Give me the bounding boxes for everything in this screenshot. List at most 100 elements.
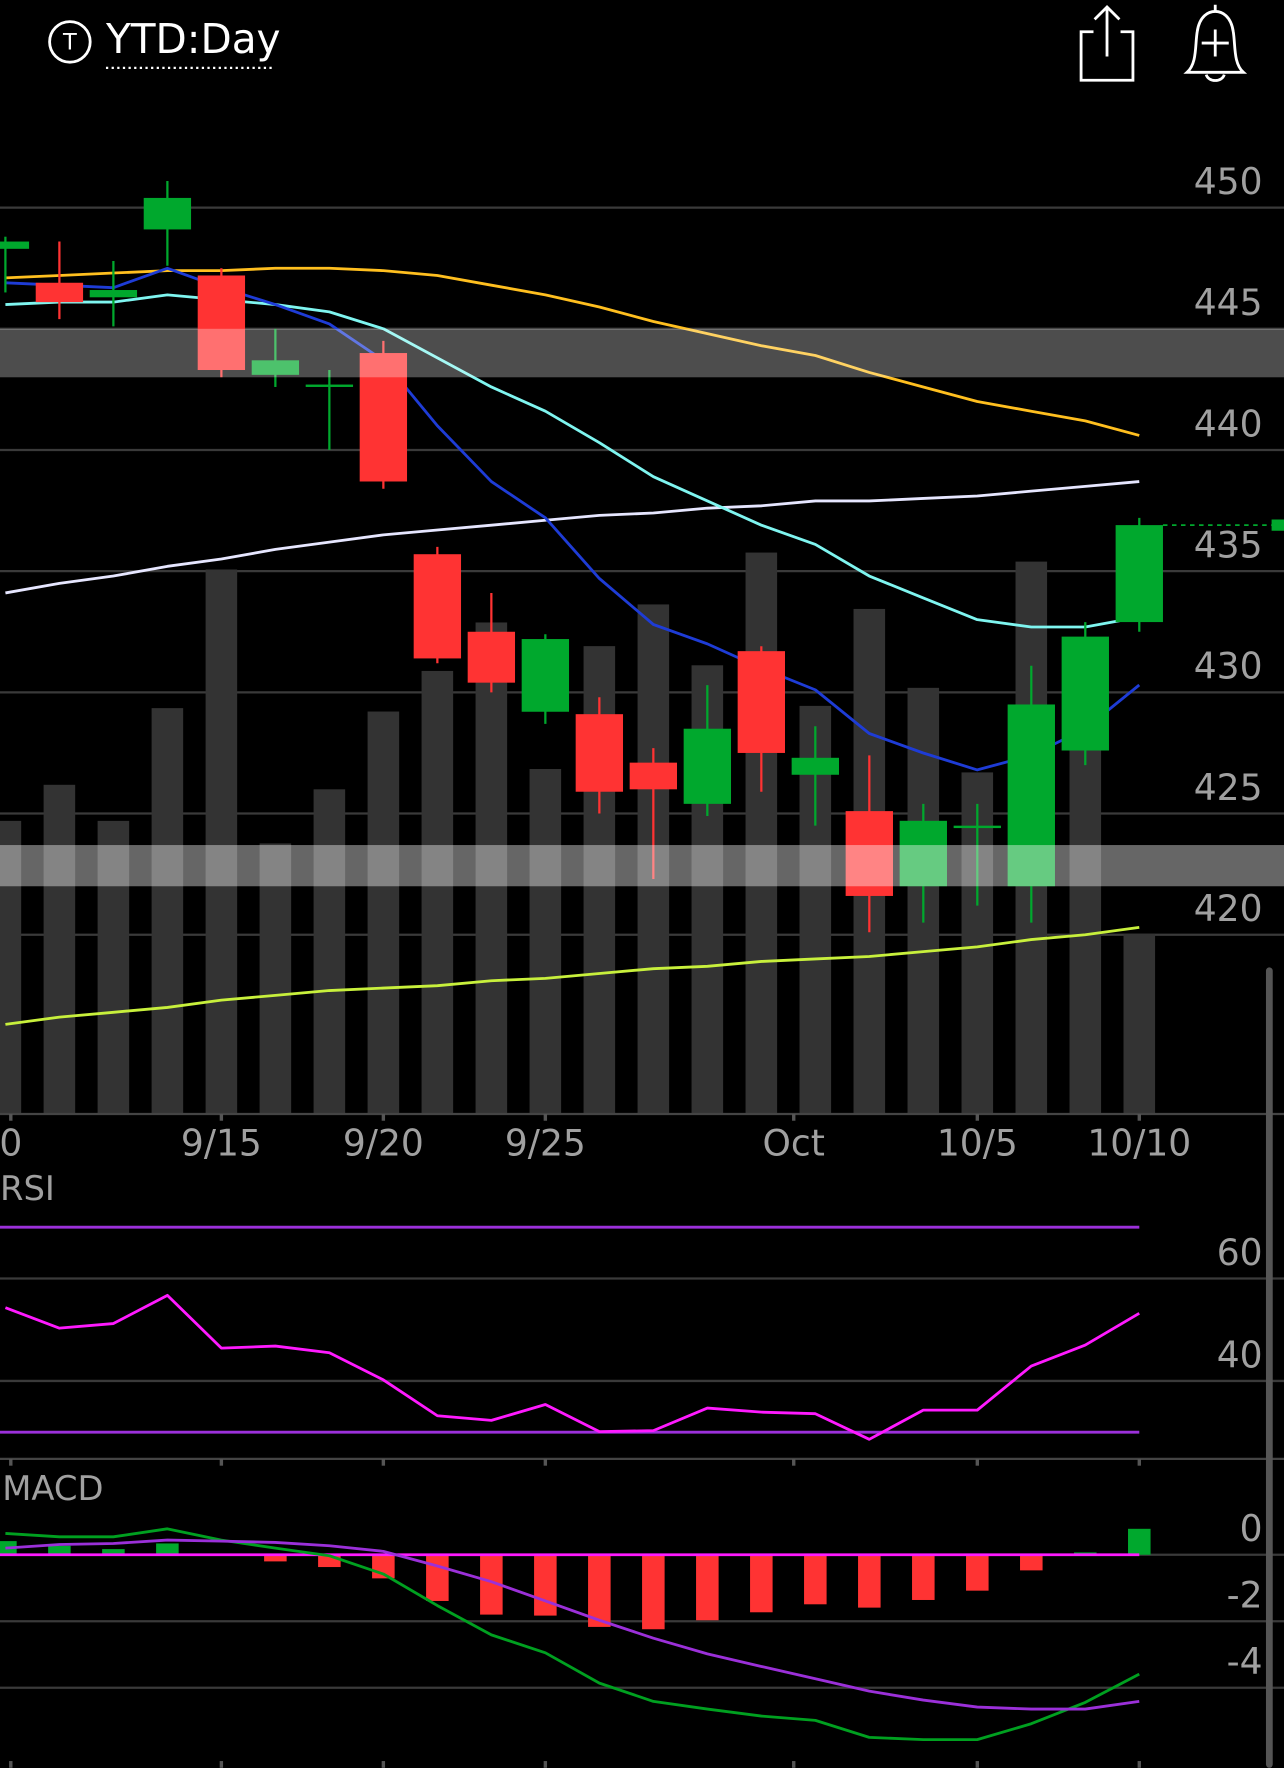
candle-body (521, 639, 570, 712)
candle-body (1007, 704, 1055, 887)
candle-body (953, 825, 1001, 829)
volume-bar (529, 769, 562, 1114)
candle-body (791, 757, 839, 775)
volume-bar (313, 789, 346, 1114)
alert-button[interactable] (1183, 4, 1248, 82)
candle-body (359, 353, 408, 482)
volume-bar (259, 843, 292, 1114)
x-tick-label: 9/20 (343, 1123, 424, 1165)
candle-body (467, 631, 516, 683)
header: T YTD:Day (48, 4, 1248, 82)
indicator-line (4, 1293, 1140, 1441)
moving-average (5, 266, 1141, 772)
y-tick-label: 440 (1194, 403, 1263, 445)
histogram-bar (1020, 1554, 1043, 1571)
share-button[interactable] (1079, 4, 1135, 82)
candle-body (1061, 636, 1109, 751)
price-zone (0, 328, 1284, 378)
share-box (1079, 30, 1135, 82)
histogram-bar (1128, 1528, 1151, 1555)
volume-bar (205, 569, 238, 1114)
histogram-bar (858, 1554, 881, 1608)
ticker-icon[interactable] (48, 20, 92, 64)
histogram-bar (534, 1554, 557, 1616)
candle-body (251, 360, 300, 375)
moving-average (5, 266, 1140, 437)
scrollbar (1265, 967, 1273, 1768)
y-tick-label: 40 (1217, 1334, 1263, 1376)
x-tick-label: 10/5 (937, 1123, 1018, 1165)
volume-bar (0, 820, 22, 1114)
y-tick-label: 430 (1194, 646, 1263, 688)
histogram-bar (696, 1554, 719, 1621)
volume-bar (1123, 933, 1156, 1114)
candle-body (413, 554, 462, 659)
moving-average (5, 293, 1140, 629)
candle-body (845, 811, 893, 896)
y-tick-label: 0 (1240, 1508, 1263, 1550)
histogram-bar (264, 1554, 287, 1562)
x-tick-label: 0 (0, 1123, 22, 1165)
histogram-bar (156, 1543, 179, 1555)
histogram-bar (642, 1554, 665, 1630)
bell (1183, 10, 1248, 74)
volume-bar (367, 711, 400, 1114)
candle-body (575, 714, 624, 792)
volume-bar (43, 784, 76, 1114)
period-selector[interactable]: YTD:Day (105, 15, 281, 63)
price-zone (0, 845, 1284, 887)
candle-body (143, 197, 192, 230)
histogram-bar (912, 1554, 935, 1600)
y-tick-label: 420 (1194, 888, 1263, 930)
y-tick-label: 435 (1194, 524, 1263, 566)
bell-plus (1201, 4, 1229, 57)
candle-body (197, 275, 246, 371)
ticker-icon-letter: T (62, 30, 77, 56)
x-tick-label: Oct (763, 1123, 825, 1165)
histogram-bar (750, 1554, 773, 1613)
histogram-bar (102, 1549, 125, 1555)
y-tick-label: 425 (1194, 767, 1263, 809)
histogram-bar (48, 1545, 71, 1555)
histogram-bar (426, 1554, 449, 1601)
volume-bar (475, 622, 508, 1114)
last-price-marker (1271, 519, 1284, 531)
volume-bar (1069, 739, 1102, 1114)
y-tick-label: -4 (1227, 1641, 1263, 1683)
y-tick-label: -2 (1227, 1575, 1263, 1617)
histogram-bar (588, 1554, 611, 1627)
candle-body (737, 651, 786, 753)
candle-body (89, 290, 138, 298)
macd-line (5, 1538, 1140, 1711)
panel-title: MACD (2, 1469, 103, 1508)
volume-bar (151, 708, 184, 1114)
moving-average (5, 480, 1140, 595)
candle-body (1115, 525, 1163, 623)
histogram-bar (966, 1554, 989, 1591)
x-tick-label: 10/10 (1087, 1123, 1191, 1165)
y-tick-label: 60 (1217, 1232, 1263, 1274)
share-arrow (1093, 4, 1121, 57)
moving-average (5, 926, 1140, 1026)
histogram-bar (480, 1554, 503, 1615)
plots: 420 425 430 435 440 445 450 0 9/15 9/20 9/25 Oct 10/… (0, 161, 1284, 1768)
panel-title: RSI (0, 1169, 55, 1208)
candle-body (0, 241, 30, 249)
volume-bar (421, 670, 454, 1114)
y-tick-label: 445 (1194, 282, 1263, 324)
x-tick-label: 9/25 (505, 1123, 586, 1165)
candle-body (305, 384, 354, 387)
histogram-bar (804, 1554, 827, 1605)
candle-body (35, 282, 84, 303)
bell-clapper (1204, 73, 1226, 82)
x-tick-label: 9/15 (181, 1123, 262, 1165)
volume-bar (97, 820, 130, 1114)
y-tick-label: 450 (1194, 161, 1263, 203)
macd-line (5, 1527, 1140, 1742)
candle-body (683, 728, 732, 804)
candle-body (629, 762, 678, 790)
candle-body (899, 820, 947, 887)
volume-bar (745, 552, 778, 1114)
